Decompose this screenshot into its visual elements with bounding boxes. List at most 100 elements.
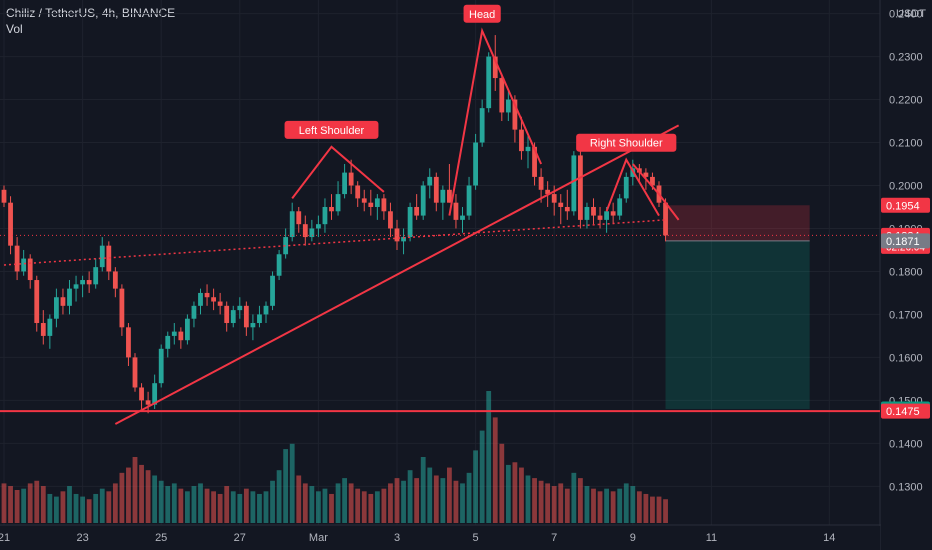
- candle[interactable]: [60, 297, 66, 306]
- candle[interactable]: [250, 323, 256, 328]
- candle[interactable]: [663, 202, 668, 236]
- candle[interactable]: [610, 211, 616, 216]
- candle[interactable]: [224, 305, 230, 324]
- candle[interactable]: [263, 305, 269, 315]
- candle[interactable]: [126, 327, 131, 358]
- candle[interactable]: [145, 400, 151, 405]
- candle[interactable]: [492, 56, 498, 79]
- candle[interactable]: [525, 146, 531, 152]
- candle[interactable]: [394, 228, 400, 242]
- candle[interactable]: [198, 292, 203, 306]
- candle[interactable]: [21, 258, 27, 272]
- candle[interactable]: [519, 129, 524, 152]
- candle[interactable]: [558, 202, 564, 207]
- candle[interactable]: [643, 172, 649, 177]
- candle[interactable]: [178, 331, 184, 341]
- candle[interactable]: [545, 189, 551, 195]
- candle[interactable]: [617, 198, 623, 216]
- candle[interactable]: [119, 288, 125, 328]
- candle[interactable]: [355, 185, 361, 199]
- candle[interactable]: [348, 172, 354, 186]
- candle[interactable]: [551, 194, 557, 203]
- candle[interactable]: [171, 331, 177, 336]
- candle[interactable]: [54, 297, 59, 319]
- candle[interactable]: [106, 245, 112, 272]
- candle[interactable]: [322, 206, 328, 225]
- candle[interactable]: [571, 155, 577, 212]
- candle[interactable]: [512, 99, 518, 130]
- candle[interactable]: [427, 176, 433, 186]
- candle[interactable]: [473, 142, 478, 186]
- candle[interactable]: [93, 267, 99, 285]
- neckline[interactable]: [3, 219, 666, 266]
- candle[interactable]: [99, 245, 105, 268]
- candle[interactable]: [460, 215, 465, 220]
- candle[interactable]: [86, 280, 92, 285]
- candle[interactable]: [564, 206, 570, 212]
- candle[interactable]: [447, 189, 452, 203]
- candle[interactable]: [152, 383, 158, 405]
- candle[interactable]: [14, 245, 20, 272]
- candle[interactable]: [67, 288, 72, 306]
- candle[interactable]: [243, 305, 249, 328]
- candle[interactable]: [650, 176, 655, 186]
- candle[interactable]: [257, 314, 262, 324]
- position-target-zone[interactable]: [665, 240, 810, 409]
- candle[interactable]: [335, 194, 341, 212]
- candle[interactable]: [230, 310, 236, 324]
- candle[interactable]: [374, 198, 380, 207]
- candle[interactable]: [27, 258, 33, 281]
- candle[interactable]: [388, 211, 393, 229]
- candle[interactable]: [34, 280, 40, 324]
- candle[interactable]: [440, 189, 446, 203]
- candle[interactable]: [368, 202, 374, 207]
- candle[interactable]: [204, 292, 210, 298]
- pattern-line[interactable]: [632, 163, 680, 221]
- candle[interactable]: [276, 254, 282, 276]
- candle[interactable]: [597, 215, 603, 220]
- candle[interactable]: [296, 211, 302, 225]
- candle[interactable]: [538, 176, 544, 190]
- candle[interactable]: [217, 301, 223, 306]
- candle[interactable]: [342, 172, 347, 195]
- candle[interactable]: [361, 198, 367, 203]
- candle[interactable]: [158, 348, 164, 384]
- candle[interactable]: [433, 176, 439, 203]
- candle[interactable]: [420, 185, 426, 216]
- candle[interactable]: [237, 305, 243, 311]
- candle[interactable]: [466, 185, 472, 216]
- candle[interactable]: [407, 206, 413, 238]
- candle[interactable]: [8, 202, 13, 246]
- candle[interactable]: [505, 99, 511, 113]
- candle[interactable]: [302, 224, 308, 238]
- candle[interactable]: [73, 284, 79, 289]
- candle[interactable]: [283, 237, 289, 255]
- candle[interactable]: [414, 206, 420, 216]
- candle[interactable]: [185, 318, 190, 341]
- candle[interactable]: [499, 78, 505, 113]
- candle[interactable]: [165, 335, 171, 349]
- candle[interactable]: [132, 357, 138, 388]
- candle[interactable]: [211, 297, 216, 302]
- position-stop-zone[interactable]: [665, 205, 810, 241]
- candle[interactable]: [270, 275, 275, 306]
- candle[interactable]: [309, 228, 315, 238]
- candle[interactable]: [329, 206, 334, 212]
- candle[interactable]: [532, 146, 537, 177]
- candle[interactable]: [316, 224, 321, 229]
- candle[interactable]: [112, 271, 118, 289]
- candle[interactable]: [80, 280, 85, 285]
- candle[interactable]: [584, 206, 590, 220]
- pattern-line[interactable]: [448, 27, 543, 216]
- candle[interactable]: [401, 237, 406, 242]
- candle[interactable]: [139, 387, 144, 401]
- candle[interactable]: [47, 318, 53, 336]
- candle[interactable]: [604, 211, 609, 220]
- candle[interactable]: [623, 176, 629, 199]
- candle[interactable]: [486, 56, 492, 109]
- candle[interactable]: [479, 108, 485, 143]
- candle[interactable]: [591, 206, 596, 216]
- candle[interactable]: [578, 155, 583, 220]
- candle[interactable]: [453, 202, 459, 220]
